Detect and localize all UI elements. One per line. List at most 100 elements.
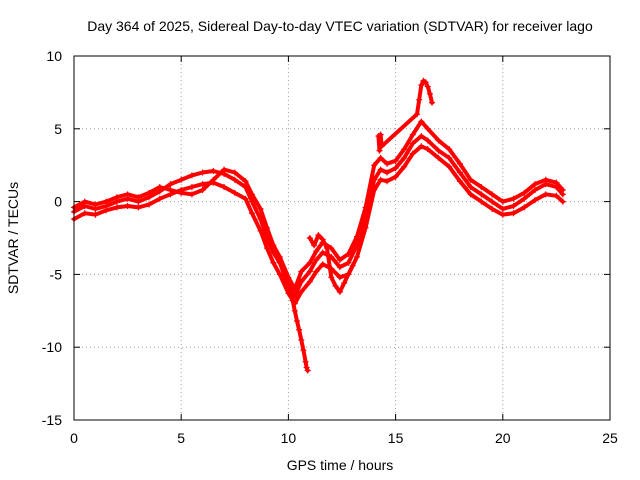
data-point xyxy=(521,195,528,202)
y-tick-label: 0 xyxy=(54,194,62,210)
x-tick-label: 15 xyxy=(388,430,404,446)
x-tick-label: 25 xyxy=(602,430,618,446)
data-point xyxy=(553,192,560,199)
data-point xyxy=(418,143,425,150)
data-point xyxy=(242,184,249,191)
data-point xyxy=(424,83,431,90)
data-point xyxy=(489,191,496,198)
data-point xyxy=(328,274,335,281)
data-point xyxy=(336,288,343,295)
x-tick-label: 0 xyxy=(70,430,78,446)
data-point xyxy=(263,245,270,252)
data-point xyxy=(478,184,485,191)
data-point xyxy=(319,236,326,243)
data-point xyxy=(510,210,517,217)
data-point xyxy=(345,259,352,266)
data-point xyxy=(296,326,303,333)
data-point xyxy=(270,242,277,249)
data-point xyxy=(231,169,238,176)
data-point xyxy=(371,186,378,193)
data-point xyxy=(409,140,416,147)
data-point xyxy=(323,245,330,252)
data-point xyxy=(377,176,384,183)
data-point xyxy=(178,176,185,183)
data-point xyxy=(113,194,120,201)
data-point xyxy=(422,79,429,86)
data-point xyxy=(103,198,110,205)
data-point xyxy=(521,189,528,196)
data-point xyxy=(92,201,99,208)
data-point xyxy=(435,154,442,161)
data-series xyxy=(72,78,565,373)
data-point xyxy=(285,278,292,285)
data-point xyxy=(313,248,320,255)
data-point xyxy=(319,249,326,256)
data-point xyxy=(248,210,255,217)
data-point xyxy=(499,205,506,212)
data-point xyxy=(315,232,322,239)
data-point xyxy=(446,154,453,161)
series-track-b xyxy=(72,144,565,306)
data-point xyxy=(418,82,425,89)
data-point xyxy=(478,191,485,198)
data-point xyxy=(146,201,153,208)
data-point xyxy=(510,202,517,209)
data-point xyxy=(377,166,384,173)
data-point xyxy=(248,191,255,198)
y-tick-label: 5 xyxy=(54,121,62,137)
data-point xyxy=(263,224,270,231)
data-point xyxy=(302,358,309,365)
axis-ticks xyxy=(73,55,611,421)
data-point xyxy=(510,195,517,202)
data-point xyxy=(362,224,369,231)
data-point xyxy=(332,283,339,290)
x-axis-label: GPS time / hours xyxy=(287,457,394,473)
data-point xyxy=(231,176,238,183)
data-point xyxy=(276,259,283,266)
data-point xyxy=(467,184,474,191)
data-point xyxy=(531,181,538,188)
data-point xyxy=(426,90,433,97)
data-point xyxy=(446,163,453,170)
data-point xyxy=(92,211,99,218)
data-point xyxy=(336,264,343,271)
data-point xyxy=(336,256,343,263)
data-point xyxy=(542,176,549,183)
data-point xyxy=(424,137,431,144)
data-point xyxy=(345,251,352,258)
data-point xyxy=(285,290,292,297)
data-point xyxy=(467,191,474,198)
data-point xyxy=(392,173,399,180)
data-point xyxy=(377,154,384,161)
x-tick-label: 5 xyxy=(177,430,185,446)
y-tick-label: -5 xyxy=(50,266,63,282)
data-point xyxy=(188,191,195,198)
x-tick-labels: 0 5 10 15 20 25 xyxy=(70,430,618,446)
data-point xyxy=(287,285,294,292)
data-point xyxy=(242,195,249,202)
grid-lines xyxy=(74,56,610,420)
data-point xyxy=(319,261,326,268)
data-point xyxy=(478,198,485,205)
data-point xyxy=(263,235,270,241)
data-point xyxy=(242,178,249,185)
data-point xyxy=(409,131,416,138)
data-point xyxy=(499,198,506,205)
data-point xyxy=(289,297,296,304)
data-point xyxy=(306,278,313,285)
data-point xyxy=(378,143,385,150)
data-point xyxy=(306,235,313,241)
data-point xyxy=(199,181,206,188)
data-point xyxy=(103,207,110,214)
data-point xyxy=(467,176,474,183)
data-point xyxy=(156,184,163,191)
data-point xyxy=(392,165,399,172)
data-point xyxy=(248,198,255,205)
data-point xyxy=(113,204,120,211)
data-point xyxy=(401,146,408,153)
data-point xyxy=(291,307,298,314)
data-point xyxy=(362,213,369,220)
data-point xyxy=(298,288,305,295)
data-point xyxy=(135,204,142,211)
